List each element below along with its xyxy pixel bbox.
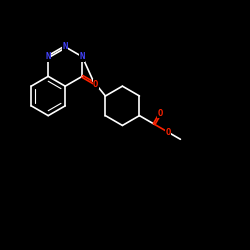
Text: N: N: [46, 52, 51, 61]
Text: O: O: [158, 109, 163, 118]
Text: N: N: [80, 52, 85, 61]
Text: O: O: [93, 80, 98, 89]
Text: O: O: [165, 128, 171, 137]
Text: N: N: [62, 42, 68, 51]
